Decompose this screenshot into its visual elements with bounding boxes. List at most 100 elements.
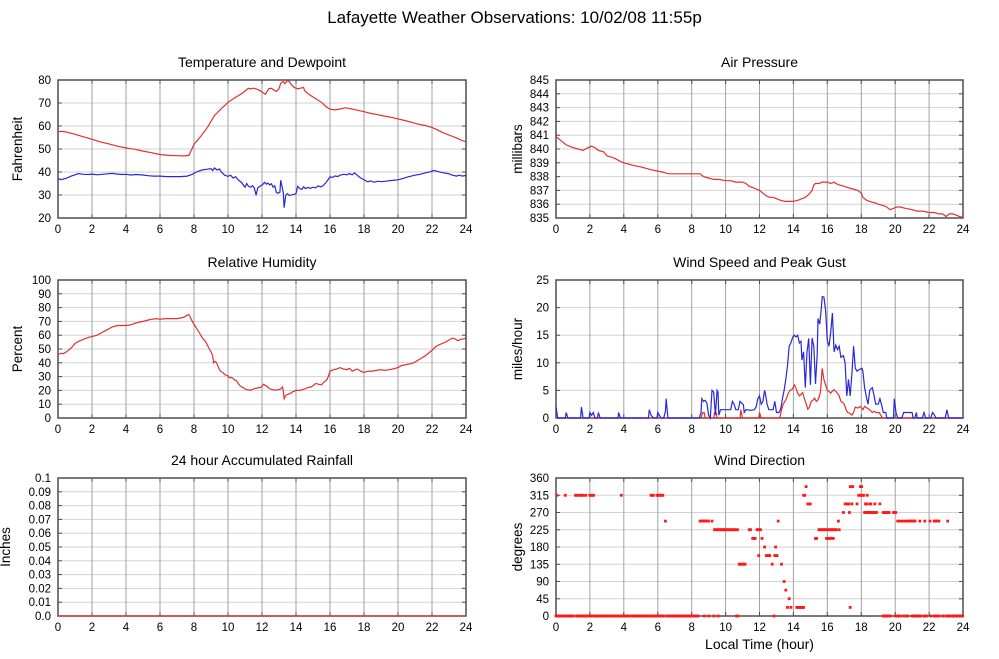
chart-title: Wind Speed and Peak Gust (673, 254, 846, 270)
svg-text:90: 90 (536, 577, 549, 589)
tick-marks (57, 279, 467, 419)
svg-text:0: 0 (553, 622, 559, 634)
y-axis-label: millibars (510, 124, 525, 174)
svg-text:0: 0 (45, 413, 51, 425)
svg-text:50: 50 (38, 344, 51, 356)
svg-text:8: 8 (191, 622, 197, 634)
chart-air-pressure: 0 2 4 6 8 10 12 14 16 18 20 22 24 835 836 837 838 839 840 8… (500, 40, 999, 252)
page-title: Lafayette Weather Observations: 10/02/08… (327, 8, 702, 27)
svg-text:22: 22 (923, 224, 936, 236)
svg-text:837: 837 (530, 185, 549, 197)
wind-speed-line (556, 368, 963, 419)
svg-text:225: 225 (530, 525, 549, 537)
chart-title: Wind Direction (714, 453, 805, 468)
x-tick-labels: 0 2 4 6 8 10 12 14 16 18 20 22 24 (55, 622, 473, 634)
svg-text:0: 0 (543, 611, 549, 623)
svg-text:12: 12 (753, 424, 766, 436)
svg-text:18: 18 (358, 424, 371, 436)
svg-text:6: 6 (655, 424, 661, 436)
svg-text:8: 8 (688, 424, 694, 436)
x-tick-labels: 0 2 4 6 8 10 12 14 16 18 20 22 24 (55, 224, 473, 236)
svg-text:0.06: 0.06 (29, 528, 51, 540)
chart-svg: 0 2 4 6 8 10 12 14 16 18 20 22 240102030405060708090… (10, 254, 473, 436)
svg-text:18: 18 (358, 622, 371, 634)
svg-text:24: 24 (957, 622, 970, 634)
svg-text:16: 16 (324, 424, 337, 436)
svg-text:4: 4 (621, 622, 628, 634)
svg-text:70: 70 (38, 98, 51, 110)
svg-text:18: 18 (855, 424, 868, 436)
svg-text:0: 0 (543, 413, 549, 425)
chart-accumulated-rainfall: 0 2 4 6 8 10 12 14 16 18 20 22 24 0.0 0.01 0.02 0.03 0.04… (0, 452, 500, 659)
svg-text:180: 180 (530, 542, 549, 554)
svg-text:2: 2 (587, 424, 593, 436)
tick-marks (555, 279, 964, 419)
grid (58, 478, 466, 616)
svg-text:20: 20 (536, 303, 549, 315)
grid (556, 478, 963, 616)
svg-text:0: 0 (553, 424, 559, 436)
svg-text:8: 8 (191, 224, 197, 236)
svg-text:100: 100 (32, 275, 51, 287)
svg-text:16: 16 (821, 424, 834, 436)
chart-title: 24 hour Accumulated Rainfall (171, 453, 353, 468)
svg-text:8: 8 (688, 224, 694, 236)
svg-text:5: 5 (543, 385, 549, 397)
chart-wind-speed-gust: 0 2 4 6 8 10 12 14 16 18 20 22 24 0 5 10 15 20 25 Wind Spee… (500, 252, 999, 453)
svg-text:6: 6 (655, 622, 661, 634)
svg-text:6: 6 (655, 224, 661, 236)
svg-text:18: 18 (855, 224, 868, 236)
svg-text:18: 18 (855, 622, 868, 634)
svg-text:20: 20 (889, 622, 902, 634)
svg-text:835: 835 (530, 213, 549, 225)
svg-text:24: 24 (957, 224, 970, 236)
svg-text:6: 6 (157, 622, 163, 634)
svg-text:838: 838 (530, 172, 549, 184)
svg-text:0.05: 0.05 (29, 542, 51, 554)
x-axis-label: Local Time (hour) (705, 636, 814, 652)
svg-text:22: 22 (426, 224, 439, 236)
svg-text:0.0: 0.0 (35, 611, 51, 623)
svg-text:22: 22 (426, 622, 439, 634)
svg-text:10: 10 (38, 399, 51, 411)
y-axis-label: degrees (510, 522, 525, 571)
wind-direction-points (554, 485, 965, 618)
svg-text:16: 16 (821, 622, 834, 634)
svg-text:0.1: 0.1 (35, 473, 51, 485)
svg-text:10: 10 (222, 224, 235, 236)
svg-text:135: 135 (530, 559, 549, 571)
svg-text:2: 2 (89, 622, 95, 634)
svg-text:20: 20 (889, 424, 902, 436)
svg-text:842: 842 (530, 116, 549, 128)
svg-text:12: 12 (256, 424, 269, 436)
svg-text:24: 24 (460, 424, 473, 436)
svg-text:80: 80 (38, 75, 51, 87)
temperature-line (58, 79, 467, 157)
y-axis-label: Fahrenheit (10, 116, 25, 181)
svg-text:6: 6 (157, 424, 163, 436)
svg-text:8: 8 (688, 622, 694, 634)
svg-text:2: 2 (89, 424, 95, 436)
svg-text:10: 10 (222, 622, 235, 634)
x-tick-labels: 0 2 4 6 8 10 12 14 16 18 20 22 24 (553, 224, 970, 236)
svg-text:840: 840 (530, 144, 549, 156)
svg-text:25: 25 (536, 275, 549, 287)
svg-text:16: 16 (324, 622, 337, 634)
svg-text:70: 70 (38, 316, 51, 328)
svg-text:15: 15 (536, 330, 549, 342)
svg-text:8: 8 (191, 424, 197, 436)
svg-text:4: 4 (123, 622, 130, 634)
svg-text:22: 22 (426, 424, 439, 436)
svg-text:0.09: 0.09 (29, 487, 51, 499)
svg-text:845: 845 (530, 75, 549, 87)
svg-text:24: 24 (460, 622, 473, 634)
svg-text:0: 0 (55, 224, 61, 236)
svg-text:45: 45 (536, 594, 549, 606)
peak-gust-line (555, 295, 963, 420)
svg-text:12: 12 (753, 622, 766, 634)
svg-text:14: 14 (787, 224, 800, 236)
svg-text:20: 20 (38, 213, 51, 225)
svg-text:4: 4 (621, 224, 628, 236)
svg-text:16: 16 (324, 224, 337, 236)
